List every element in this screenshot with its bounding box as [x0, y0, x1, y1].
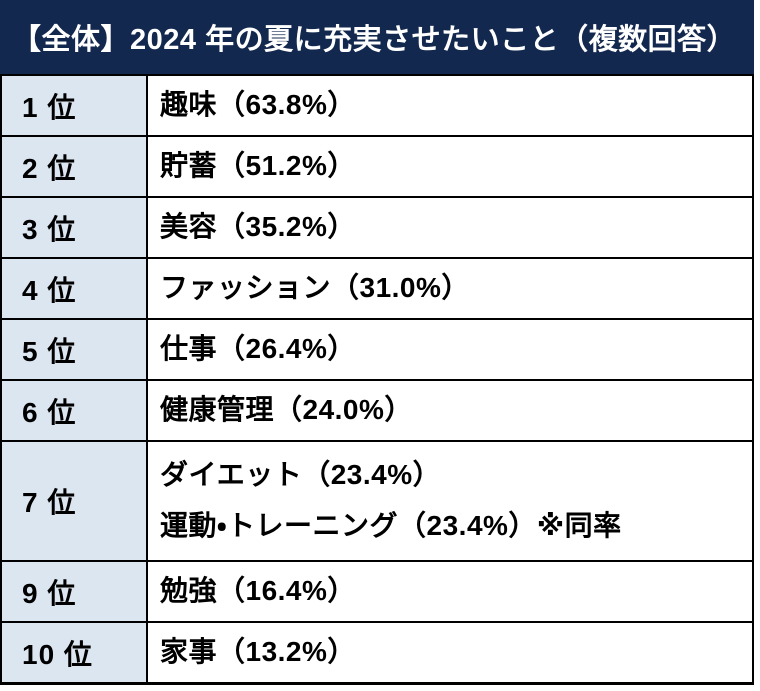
rank-cell: 7 位	[2, 442, 148, 560]
rank-cell: 3 位	[2, 198, 148, 257]
table-row-6: 6 位 健康管理（24.0%）	[2, 379, 752, 440]
table-row-1: 1 位 趣味（63.8%）	[2, 76, 752, 135]
item-cell: ダイエット（23.4%） 運動・トレーニング（23.4%）※同率	[148, 442, 752, 560]
item-cell: 仕事（26.4%）	[148, 320, 752, 379]
item-cell: 家事（13.2%）	[148, 623, 752, 682]
item-cell: 貯蓄（51.2%）	[148, 137, 752, 196]
item-cell: 趣味（63.8%）	[148, 76, 752, 135]
rank-cell: 5 位	[2, 320, 148, 379]
item-text: 貯蓄（51.2%）	[160, 150, 356, 182]
rank-cell: 9 位	[2, 562, 148, 621]
item-cell: 健康管理（24.0%）	[148, 381, 752, 440]
rank-cell: 6 位	[2, 381, 148, 440]
table-row-4: 4 位 ファッション（31.0%）	[2, 257, 752, 318]
item-text: 趣味（63.8%）	[160, 89, 356, 121]
item-text: 美容（35.2%）	[160, 211, 356, 243]
item-text: ファッション（31.0%）	[160, 272, 470, 304]
rank-cell: 2 位	[2, 137, 148, 196]
item-text: 家事（13.2%）	[160, 636, 356, 668]
table-row-7-tie: 7 位 ダイエット（23.4%） 運動・トレーニング（23.4%）※同率	[2, 440, 752, 560]
rank-cell: 10 位	[2, 623, 148, 682]
item-cell: 勉強（16.4%）	[148, 562, 752, 621]
item-text: 仕事（26.4%）	[160, 333, 356, 365]
rank-cell: 4 位	[2, 259, 148, 318]
table-row-10: 10 位 家事（13.2%）	[2, 621, 752, 682]
table-row-3: 3 位 美容（35.2%）	[2, 196, 752, 257]
item-text: 健康管理（24.0%）	[160, 394, 413, 426]
item-text-tie-note: 運動・トレーニング（23.4%）※同率	[160, 510, 622, 541]
item-text: ダイエット（23.4%）	[160, 459, 442, 491]
item-cell: 美容（35.2%）	[148, 198, 752, 257]
table-row-9: 9 位 勉強（16.4%）	[2, 560, 752, 621]
table-row-2: 2 位 貯蓄（51.2%）	[2, 135, 752, 196]
item-cell: ファッション（31.0%）	[148, 259, 752, 318]
table-title: 【全体】2024 年の夏に充実させたいこと（複数回答）	[0, 0, 754, 74]
table-body: 1 位 趣味（63.8%） 2 位 貯蓄（51.2%） 3 位 美容（35.2%…	[0, 74, 754, 685]
rank-cell: 1 位	[2, 76, 148, 135]
item-text: 勉強（16.4%）	[160, 575, 356, 607]
table-row-5: 5 位 仕事（26.4%）	[2, 318, 752, 379]
